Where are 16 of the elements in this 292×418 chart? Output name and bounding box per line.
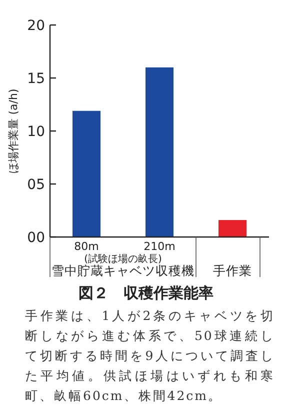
text: 手作業	[213, 263, 252, 278]
y-axis-title: ほ場作業量 (a/h)	[7, 88, 20, 174]
bar	[72, 110, 100, 237]
bar	[146, 67, 174, 237]
y-tick-label: 20	[27, 18, 45, 34]
x-tick-label: 80m	[74, 240, 99, 253]
bar	[218, 220, 246, 237]
x-tick-label: 210m	[144, 240, 176, 253]
y-tick-label: 15	[27, 71, 45, 87]
y-tick-label: 00	[27, 230, 45, 246]
text: 図２ 収穫作業能率	[78, 284, 214, 303]
y-tick-label: 05	[27, 177, 45, 193]
text: (試験ほ場の畝長)	[84, 253, 162, 265]
text: 手作業は、1人が2条のキャベツを切断しながら進む体系で、50球連続して切断する時間を9人について調査した平均値。供試ほ場はいずれも和寒町、畝幅60cm、株間42cm。	[25, 307, 275, 405]
text: 雪中貯蔵キャベツ収穫機	[52, 263, 194, 278]
y-tick-label: 10	[27, 124, 45, 140]
